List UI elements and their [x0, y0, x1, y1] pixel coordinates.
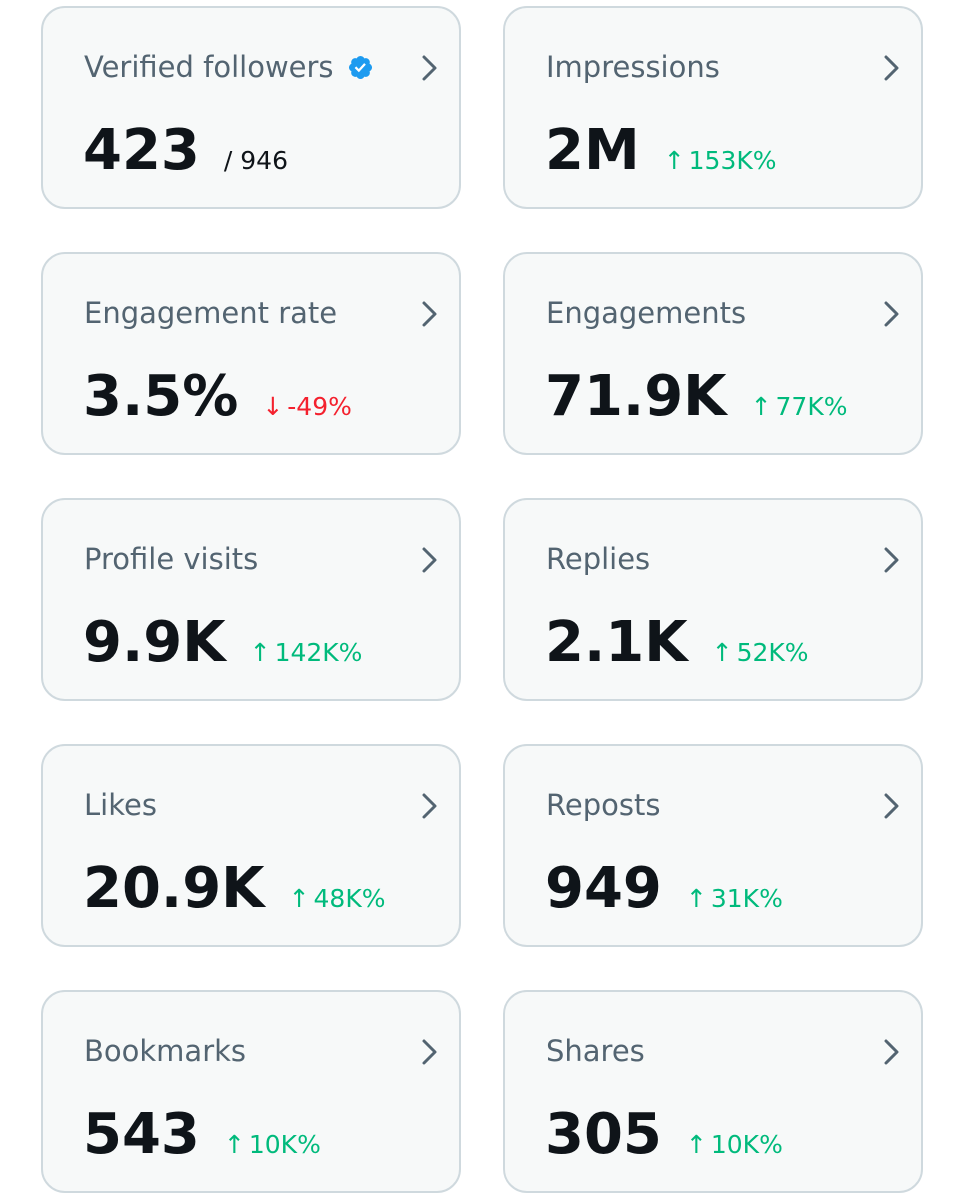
metric-value: 423 [83, 118, 200, 183]
metric-change-value: 77K% [775, 392, 848, 421]
metric-value: 9.9K [83, 610, 226, 675]
metric-value: 2.1K [545, 610, 688, 675]
card-title: Shares [546, 1031, 645, 1071]
metric-change: ↑ 10K% [224, 1130, 321, 1159]
card-bookmarks[interactable]: Bookmarks 543 ↑ 10K% [41, 990, 461, 1193]
card-title-label: Profile visits [84, 542, 259, 576]
card-title: Likes [84, 785, 157, 825]
card-engagement-rate[interactable]: Engagement rate 3.5% ↓ -49% [41, 252, 461, 455]
metric-row: 2M ↑ 153K% [545, 116, 777, 186]
card-shares[interactable]: Shares 305 ↑ 10K% [503, 990, 923, 1193]
card-profile-visits[interactable]: Profile visits 9.9K ↑ 142K% [41, 498, 461, 701]
card-title-label: Verified followers [84, 50, 334, 84]
arrow-up-icon: ↑ [249, 638, 271, 667]
card-replies[interactable]: Replies 2.1K ↑ 52K% [503, 498, 923, 701]
chevron-right-icon [884, 793, 899, 819]
metric-row: 305 ↑ 10K% [545, 1100, 783, 1170]
card-title-label: Replies [546, 542, 651, 576]
card-verified-followers[interactable]: Verified followers 423 / 946 [41, 6, 461, 209]
card-title-label: Bookmarks [84, 1034, 247, 1068]
metric-value: 305 [545, 1102, 662, 1167]
arrow-up-icon: ↑ [685, 884, 707, 913]
arrow-up-icon: ↑ [223, 1130, 245, 1159]
card-title: Impressions [546, 47, 720, 87]
card-title: Engagements [546, 293, 746, 333]
metric-change: ↑ 142K% [250, 638, 363, 667]
card-title-label: Impressions [546, 50, 720, 84]
metric-value: 71.9K [545, 364, 727, 429]
metric-change: ↑ 77K% [751, 392, 848, 421]
metric-change-value: 153K% [688, 146, 777, 175]
chevron-right-icon [422, 547, 437, 573]
card-engagements[interactable]: Engagements 71.9K ↑ 77K% [503, 252, 923, 455]
metric-change-value: 142K% [274, 638, 363, 667]
card-title-label: Engagement rate [84, 296, 338, 330]
metric-value: 543 [83, 1102, 200, 1167]
chevron-right-icon [884, 547, 899, 573]
metric-row: 71.9K ↑ 77K% [545, 362, 847, 432]
metric-change-value: 10K% [710, 1130, 783, 1159]
card-title: Bookmarks [84, 1031, 246, 1071]
metric-row: 3.5% ↓ -49% [83, 362, 352, 432]
metric-row: 9.9K ↑ 142K% [83, 608, 362, 678]
metric-value: 949 [545, 856, 662, 921]
metric-row: 20.9K ↑ 48K% [83, 854, 385, 924]
card-title-label: Shares [546, 1034, 645, 1068]
card-reposts[interactable]: Reposts 949 ↑ 31K% [503, 744, 923, 947]
card-title: Engagement rate [84, 293, 337, 333]
metric-change-value: 10K% [248, 1130, 321, 1159]
chevron-right-icon [884, 55, 899, 81]
card-impressions[interactable]: Impressions 2M ↑ 153K% [503, 6, 923, 209]
metric-row: 2.1K ↑ 52K% [545, 608, 809, 678]
metric-change: ↑ 10K% [686, 1130, 783, 1159]
arrow-down-icon: ↓ [262, 392, 284, 421]
metric-change: ↑ 31K% [686, 884, 783, 913]
card-title: Replies [546, 539, 650, 579]
metric-change: ↑ 52K% [712, 638, 809, 667]
card-title: Verified followers [84, 47, 374, 87]
chevron-right-icon [422, 1039, 437, 1065]
arrow-up-icon: ↑ [288, 884, 310, 913]
chevron-right-icon [422, 55, 437, 81]
arrow-up-icon: ↑ [711, 638, 733, 667]
metric-change: ↑ 153K% [664, 146, 777, 175]
arrow-up-icon: ↑ [685, 1130, 707, 1159]
arrow-up-icon: ↑ [663, 146, 685, 175]
chevron-right-icon [884, 301, 899, 327]
card-title: Profile visits [84, 539, 258, 579]
card-title: Reposts [546, 785, 660, 825]
card-likes[interactable]: Likes 20.9K ↑ 48K% [41, 744, 461, 947]
metric-value: 3.5% [83, 364, 239, 429]
chevron-right-icon [422, 793, 437, 819]
metric-change-value: 52K% [736, 638, 809, 667]
metric-change-value: -49% [287, 392, 352, 421]
metric-row: 423 / 946 [83, 116, 288, 186]
verified-badge-icon [348, 55, 372, 79]
metric-value: 20.9K [83, 856, 265, 921]
metric-row: 543 ↑ 10K% [83, 1100, 321, 1170]
metric-total: / 946 [223, 146, 288, 175]
arrow-up-icon: ↑ [750, 392, 772, 421]
metric-change-value: 48K% [313, 884, 386, 913]
metric-row: 949 ↑ 31K% [545, 854, 783, 924]
chevron-right-icon [884, 1039, 899, 1065]
metric-change-value: 31K% [710, 884, 783, 913]
metric-change: ↑ 48K% [289, 884, 386, 913]
metric-change: ↓ -49% [262, 392, 352, 421]
card-title-label: Reposts [546, 788, 661, 822]
chevron-right-icon [422, 301, 437, 327]
metric-value: 2M [545, 118, 640, 183]
card-title-label: Engagements [546, 296, 747, 330]
card-title-label: Likes [84, 788, 157, 822]
